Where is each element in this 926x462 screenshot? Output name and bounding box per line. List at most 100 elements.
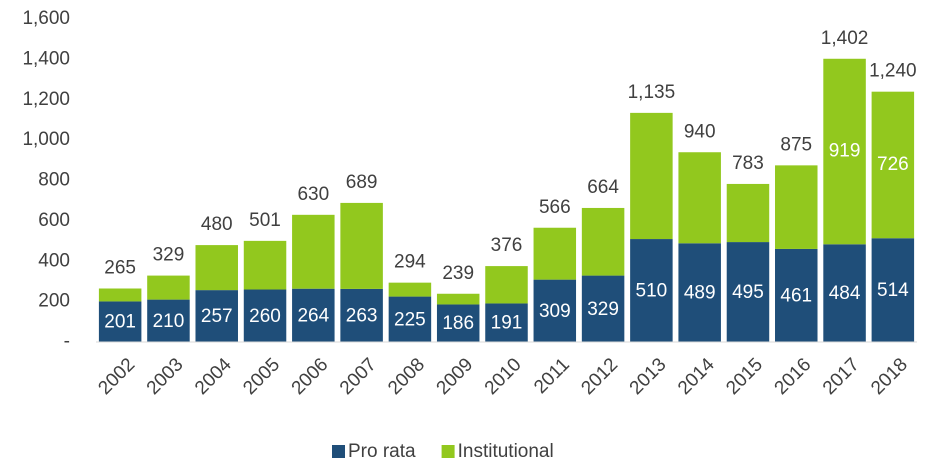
bar-segment [485,303,528,342]
x-tick-label: 2009 [433,354,478,399]
bar-segment [871,91,915,239]
total-label: 480 [201,214,233,235]
data-label: 514 [877,280,909,301]
y-tick-label: 200 [38,291,70,312]
bar-segment [871,238,915,342]
total-label: 1,135 [628,82,676,103]
data-label: 225 [394,309,426,330]
bar-segment [292,288,335,342]
bar-segment [436,293,480,305]
data-label: 263 [346,305,378,326]
data-label: 210 [153,311,185,332]
data-label: 309 [539,301,571,322]
data-label: 484 [829,283,861,304]
total-label: 1,402 [821,28,869,49]
x-tick-label: 2006 [288,354,333,399]
x-tick-label: 2002 [94,354,139,399]
total-label: 239 [442,263,474,284]
bar-segment [678,152,721,244]
bar-segment [243,240,287,290]
total-label: 630 [297,184,329,205]
x-tick-label: 2016 [771,354,816,399]
bar-segment [726,183,770,243]
total-label: 875 [780,134,812,155]
x-tick-label: 2015 [722,354,767,399]
x-tick-label: 2003 [143,354,188,399]
data-label: 726 [877,154,909,175]
y-tick-label: 1,400 [22,48,70,69]
data-label: 329 [587,299,619,320]
bar-segment [195,290,238,342]
x-tick-label: 2012 [577,354,622,399]
total-label: 329 [153,245,185,266]
total-label: 689 [346,172,378,193]
bar-segment [98,301,142,342]
data-label: 495 [732,282,764,303]
x-tick-label: 2018 [867,354,912,399]
bar-segment [147,299,190,342]
bar-segment [630,112,673,240]
y-tick-label: 800 [38,170,70,191]
legend-swatch [332,445,345,458]
bar-segment [533,279,577,342]
y-tick-label: 1,600 [22,8,70,29]
bar-segment [147,275,190,300]
total-label: 376 [491,235,523,256]
bar-segment [823,244,866,342]
y-tick-label: 1,200 [22,89,70,110]
x-tick-label: 2017 [819,354,864,399]
legend-label: Pro rata [348,441,416,462]
x-tick-label: 2011 [530,354,574,398]
data-label: 257 [201,306,233,327]
bar-segment [485,266,528,304]
x-tick-label: 2013 [626,354,671,399]
x-tick-label: 2014 [674,354,719,399]
bar-segment [533,227,577,280]
bar-segment [388,282,432,297]
total-label: 566 [539,197,571,218]
bar-segment [340,202,383,289]
bar-segment [678,243,721,342]
x-tick-label: 2008 [384,354,429,399]
data-label: 201 [104,312,136,333]
bar-segment [243,289,287,342]
data-label: 461 [780,285,812,306]
y-tick-label: 600 [38,210,70,231]
data-label: 260 [249,306,281,327]
total-label: 664 [587,177,619,198]
data-label: 919 [829,141,861,162]
total-label: 265 [104,258,136,279]
y-tick-label: 1,000 [22,129,70,150]
data-label: 510 [636,281,668,302]
bar-segment [581,207,625,276]
bar-segment [775,248,818,342]
bar-segment [581,275,625,342]
x-tick-label: 2004 [191,354,236,399]
bar-segment [195,245,238,291]
x-tick-label: 2007 [336,354,381,399]
data-label: 191 [491,313,523,334]
data-label: 489 [684,283,716,304]
y-tick-label: - [64,331,70,352]
x-tick-label: 2005 [239,354,284,399]
legend-swatch [441,445,455,458]
legend-label: Institutional [458,441,554,462]
bar-segment [775,165,818,249]
data-label: 186 [442,313,474,334]
x-tick-label: 2010 [481,354,526,399]
bar-segment [340,288,383,342]
bar-segment [388,296,432,342]
bar-segment [630,239,673,342]
bar-segment [726,242,770,342]
bar-segment [436,304,480,342]
total-label: 783 [732,153,764,174]
data-label: 264 [297,305,329,326]
y-tick-label: 400 [38,250,70,271]
bar-segment [98,288,142,302]
total-label: 294 [394,252,426,273]
total-label: 1,240 [869,61,917,82]
total-label: 501 [249,210,281,231]
bar-segment [823,58,866,245]
total-label: 940 [684,121,716,142]
